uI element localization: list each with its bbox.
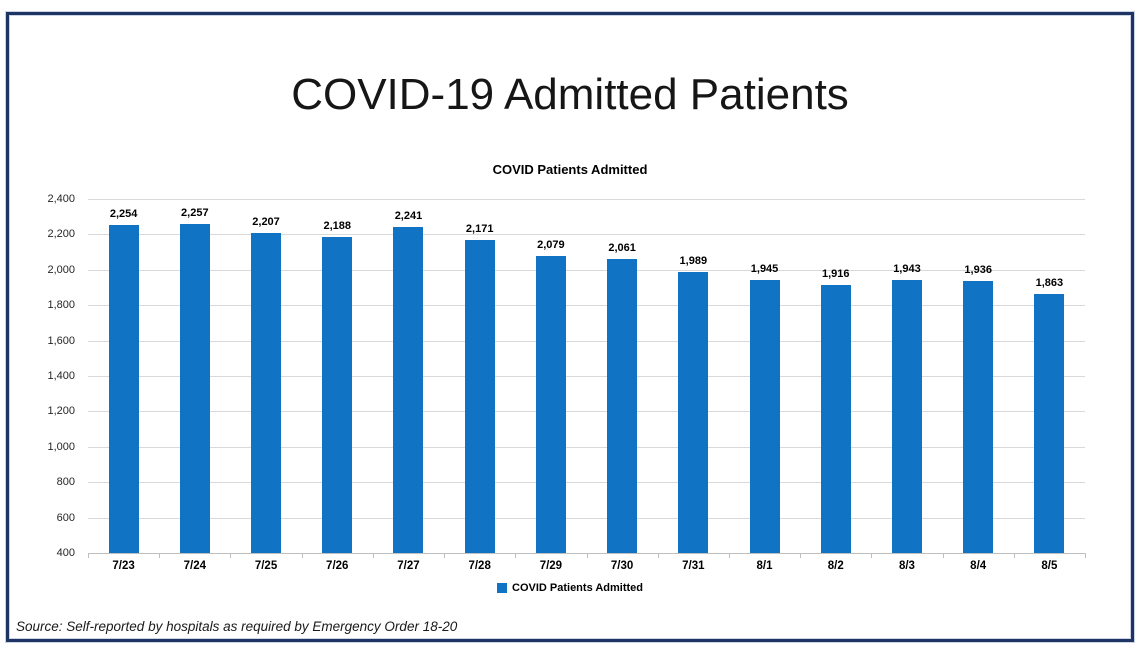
bar-8/2	[820, 284, 851, 553]
bar-7/25	[251, 233, 282, 553]
x-axis-tick	[871, 553, 873, 558]
x-axis-category-label: 8/3	[898, 560, 915, 572]
bar-7/23	[108, 224, 139, 553]
gridline	[88, 269, 1085, 271]
x-axis-tick	[230, 553, 232, 558]
bar-7/28	[464, 239, 495, 553]
bar-value-label: 1,936	[964, 264, 992, 277]
bar-value-label: 2,061	[608, 242, 636, 254]
y-axis-tick-label: 1,000	[47, 440, 75, 453]
y-axis-tick-label: 800	[56, 476, 75, 489]
bar-value-label: 2,171	[465, 222, 494, 235]
bar-value-label: 1,989	[679, 254, 708, 267]
bar-7/30	[607, 259, 638, 553]
bar-value-label: 1,863	[1035, 277, 1064, 290]
x-axis-tick	[88, 553, 89, 558]
bar-value-label: 2,207	[252, 216, 280, 229]
gridline	[88, 446, 1085, 448]
gridline	[88, 234, 1085, 236]
bar-7/27	[393, 227, 424, 553]
bar-value-label: 2,254	[109, 207, 138, 220]
x-axis-tick	[444, 553, 446, 558]
bar-value-label: 2,079	[537, 238, 565, 251]
y-axis-tick-label: 1,200	[47, 405, 75, 418]
x-axis-tick	[1013, 553, 1015, 558]
legend-label: COVID Patients Admitted	[512, 582, 643, 594]
bar-value-label: 1,916	[821, 267, 850, 280]
bar-value-label: 1,945	[750, 262, 779, 275]
x-axis-tick	[1085, 553, 1086, 558]
x-axis-category-label: 7/27	[397, 560, 420, 572]
x-axis-category-label: 7/23	[112, 560, 135, 572]
gridline	[88, 482, 1085, 484]
chart-title: COVID Patients Admitted	[492, 162, 648, 177]
bar-value-label: 2,241	[394, 210, 423, 223]
x-axis-category-label: 7/26	[326, 560, 349, 572]
x-axis-category-label: 8/2	[827, 560, 844, 572]
x-axis-category-label: 8/4	[970, 560, 987, 572]
y-axis-tick-label: 2,200	[47, 228, 75, 241]
x-axis-tick	[942, 553, 944, 558]
x-axis-category-label: 7/24	[183, 560, 206, 572]
x-axis-category-label: 8/5	[1041, 560, 1058, 572]
x-axis-category-label: 7/30	[610, 560, 634, 572]
bar-7/26	[322, 236, 353, 553]
x-axis-category-label: 7/28	[468, 560, 491, 572]
legend-color-swatch	[497, 583, 507, 593]
gridline	[88, 411, 1085, 413]
bar-7/31	[678, 271, 709, 553]
y-axis-tick-label: 2,000	[47, 263, 75, 276]
bar-7/24	[179, 224, 210, 553]
y-axis-tick-label: 400	[56, 547, 75, 559]
x-axis-category-label: 7/25	[254, 560, 278, 572]
x-axis-tick	[800, 553, 802, 558]
x-axis-tick	[301, 553, 303, 558]
gridline	[88, 305, 1085, 307]
bar-8/5	[1034, 294, 1065, 553]
bar-value-label: 2,188	[323, 219, 352, 232]
y-axis-tick-label: 1,600	[47, 334, 75, 347]
source-note: Source: Self-reported by hospitals as re…	[16, 619, 458, 634]
chart-legend: COVID Patients Admitted	[0, 582, 1140, 594]
x-axis-category-label: 7/31	[682, 560, 705, 572]
gridline	[88, 376, 1085, 377]
x-axis-category-label: 7/29	[539, 560, 563, 572]
bar-7/29	[535, 255, 566, 553]
x-axis-tick	[657, 553, 659, 558]
x-axis-tick	[372, 553, 374, 558]
page-title: COVID-19 Admitted Patients	[291, 70, 849, 119]
y-axis-tick-label: 600	[56, 511, 75, 524]
x-axis-tick	[728, 553, 730, 558]
x-axis-tick	[515, 553, 517, 558]
gridline	[88, 199, 1085, 200]
bar-value-label: 1,943	[893, 262, 921, 275]
y-axis-tick-label: 1,800	[47, 299, 75, 312]
bar-8/3	[891, 279, 922, 553]
x-axis-tick	[159, 553, 161, 558]
gridline	[88, 517, 1085, 519]
y-axis-tick-label: 2,400	[47, 193, 75, 205]
plot-area: 400 600 800 1,000 1,200 1,400 1,600 1,800 2,000 2…	[47, 193, 1086, 572]
gridline	[88, 340, 1085, 342]
bar-8/1	[749, 279, 780, 553]
x-axis-category-label: 8/1	[756, 560, 773, 572]
bar-value-label: 2,257	[181, 207, 209, 220]
y-axis-tick-label: 1,400	[47, 370, 75, 382]
x-axis-tick	[586, 553, 588, 558]
bar-8/4	[963, 281, 994, 553]
